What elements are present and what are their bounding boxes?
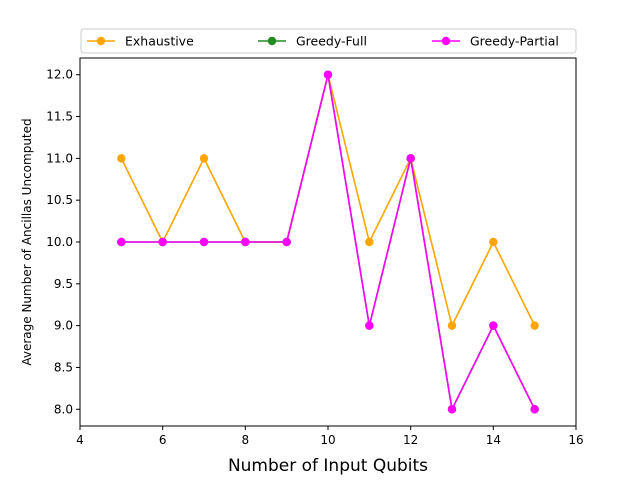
data-point (117, 237, 126, 247)
data-point (447, 405, 457, 414)
legend: Exhaustive Greedy-Full Greedy-Partial (80, 28, 577, 54)
data-point (117, 154, 126, 163)
x-tick-label: 8 (242, 433, 250, 447)
y-axis-ticks: 8.0 8.5 9.0 9.5 10.0 10.5 11.0 11.5 12.0 (46, 68, 80, 416)
series-exhaustive (117, 70, 539, 330)
legend-marker (441, 36, 451, 46)
legend-item: Greedy-Partial (432, 34, 559, 49)
x-tick-label: 6 (159, 433, 167, 447)
y-tick-label: 11.5 (46, 110, 73, 124)
x-tick-label: 14 (486, 433, 501, 447)
data-point (199, 154, 209, 163)
data-point (282, 237, 291, 247)
data-point (323, 70, 333, 79)
x-axis-ticks: 4 6 8 10 12 14 16 (76, 426, 584, 447)
legend-label: Greedy-Full (296, 34, 367, 49)
data-point (241, 237, 250, 247)
x-tick-label: 4 (76, 433, 84, 447)
data-point (447, 321, 457, 330)
series-line (121, 73, 536, 411)
data-point (530, 321, 539, 330)
series-line (120, 73, 536, 327)
data-point (406, 154, 415, 163)
legend-marker (267, 36, 277, 46)
y-axis-label: Average Number of Ancillas Uncomputed (20, 118, 34, 365)
y-tick-label: 8.5 (54, 360, 73, 374)
x-tick-label: 16 (568, 433, 583, 447)
legend-label: Greedy-Partial (470, 34, 559, 49)
data-point (365, 237, 374, 247)
y-tick-label: 8.0 (54, 402, 73, 416)
y-tick-label: 10.5 (46, 193, 73, 207)
y-tick-label: 12.0 (46, 68, 73, 82)
y-tick-label: 9.0 (54, 319, 73, 333)
data-point (199, 237, 209, 247)
data-point (530, 405, 539, 414)
legend-item: Greedy-Full (258, 34, 367, 49)
y-tick-label: 10.0 (46, 235, 73, 249)
data-point (489, 237, 498, 247)
series-greedy-partial (117, 70, 539, 414)
legend-label: Exhaustive (125, 34, 194, 49)
legend-item: Exhaustive (87, 34, 194, 49)
data-point (489, 321, 498, 330)
series-layer (117, 70, 539, 414)
x-tick-label: 10 (320, 433, 335, 447)
y-tick-label: 9.5 (54, 277, 73, 291)
y-tick-label: 11.0 (46, 151, 73, 165)
legend-frame (80, 28, 577, 54)
data-point (158, 237, 167, 247)
legend-marker (96, 36, 106, 46)
x-tick-label: 12 (403, 433, 418, 447)
data-point (365, 321, 374, 330)
x-axis-label: Number of Input Qubits (228, 456, 428, 476)
